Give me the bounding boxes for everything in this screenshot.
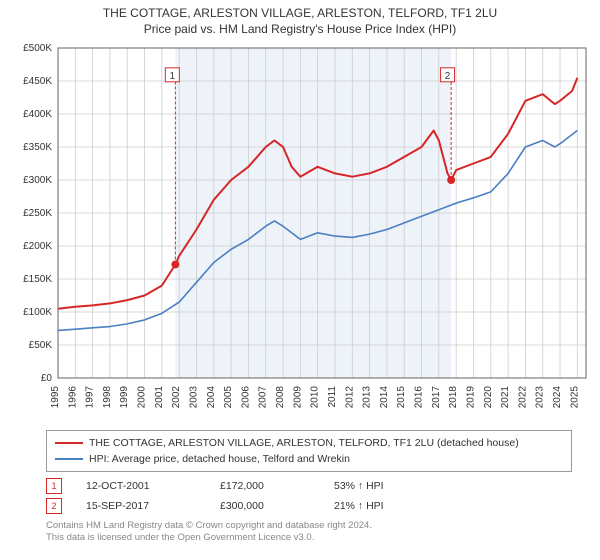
footer-line-1: Contains HM Land Registry data © Crown c…	[46, 520, 372, 532]
chart-area: £0 £50K £100K £150K £200K £250K £300K £350K £400…	[8, 44, 592, 424]
svg-text:1997: 1997	[85, 386, 96, 409]
svg-text:1996: 1996	[67, 386, 78, 409]
sale-marker-2: 2	[46, 498, 62, 514]
svg-text:2018: 2018	[448, 386, 459, 409]
svg-text:2015: 2015	[396, 386, 407, 409]
titles: THE COTTAGE, ARLESTON VILLAGE, ARLESTON,…	[0, 0, 600, 36]
svg-text:2011: 2011	[327, 386, 338, 408]
svg-text:2025: 2025	[569, 386, 580, 409]
title-sub: Price paid vs. HM Land Registry's House …	[0, 22, 600, 36]
svg-text:2010: 2010	[310, 386, 321, 409]
svg-text:2012: 2012	[344, 386, 355, 409]
svg-text:2016: 2016	[414, 386, 425, 409]
sale-point-row-2: 2 15-SEP-2017 £300,000 21% ↑ HPI	[46, 496, 424, 516]
svg-text:£400K: £400K	[23, 109, 52, 120]
svg-text:2006: 2006	[240, 386, 251, 409]
legend-row-cottage: THE COTTAGE, ARLESTON VILLAGE, ARLESTON,…	[55, 435, 563, 451]
legend-row-hpi: HPI: Average price, detached house, Telf…	[55, 451, 563, 467]
svg-text:2017: 2017	[431, 386, 442, 409]
svg-text:£0: £0	[41, 373, 53, 384]
footer-line-2: This data is licensed under the Open Gov…	[46, 532, 372, 544]
svg-text:2: 2	[445, 71, 451, 82]
footer: Contains HM Land Registry data © Crown c…	[46, 520, 372, 545]
legend-label-hpi: HPI: Average price, detached house, Telf…	[89, 453, 350, 465]
svg-text:£50K: £50K	[29, 340, 53, 351]
svg-text:2013: 2013	[362, 386, 373, 409]
svg-text:2004: 2004	[206, 386, 217, 409]
svg-text:2022: 2022	[517, 386, 528, 409]
chart-svg: £0 £50K £100K £150K £200K £250K £300K £350K £400…	[8, 44, 592, 424]
sale-marker-2-num: 2	[51, 501, 56, 511]
sale-point-row-1: 1 12-OCT-2001 £172,000 53% ↑ HPI	[46, 476, 424, 496]
svg-text:2019: 2019	[465, 386, 476, 409]
svg-text:2023: 2023	[535, 386, 546, 409]
svg-text:£250K: £250K	[23, 208, 52, 219]
sale-date-1: 12-OCT-2001	[86, 480, 196, 492]
svg-text:1995: 1995	[50, 386, 61, 409]
svg-text:£150K: £150K	[23, 274, 52, 285]
svg-text:2014: 2014	[379, 386, 390, 409]
legend: THE COTTAGE, ARLESTON VILLAGE, ARLESTON,…	[46, 430, 572, 472]
svg-text:2020: 2020	[483, 386, 494, 409]
sale-points-table: 1 12-OCT-2001 £172,000 53% ↑ HPI 2 15-SE…	[46, 476, 424, 516]
svg-text:2001: 2001	[154, 386, 165, 409]
legend-swatch-cottage	[55, 442, 83, 444]
sale-date-2: 15-SEP-2017	[86, 500, 196, 512]
svg-text:£450K: £450K	[23, 76, 52, 87]
svg-text:£300K: £300K	[23, 175, 52, 186]
svg-text:£100K: £100K	[23, 307, 52, 318]
svg-text:£200K: £200K	[23, 241, 52, 252]
chart-container: THE COTTAGE, ARLESTON VILLAGE, ARLESTON,…	[0, 0, 600, 560]
svg-text:£500K: £500K	[23, 44, 52, 54]
svg-text:£350K: £350K	[23, 142, 52, 153]
sale-marker-1-num: 1	[51, 481, 56, 491]
sale-rel-1: 53% ↑ HPI	[334, 480, 424, 492]
title-main: THE COTTAGE, ARLESTON VILLAGE, ARLESTON,…	[0, 6, 600, 20]
legend-swatch-hpi	[55, 458, 83, 460]
svg-text:2021: 2021	[500, 386, 511, 409]
svg-text:2002: 2002	[171, 386, 182, 409]
svg-text:2024: 2024	[552, 386, 563, 409]
svg-text:2003: 2003	[188, 386, 199, 409]
sale-rel-2: 21% ↑ HPI	[334, 500, 424, 512]
svg-text:2000: 2000	[137, 386, 148, 409]
legend-label-cottage: THE COTTAGE, ARLESTON VILLAGE, ARLESTON,…	[89, 437, 519, 449]
svg-text:1998: 1998	[102, 386, 113, 409]
svg-text:1999: 1999	[119, 386, 130, 409]
svg-text:1: 1	[170, 71, 176, 82]
sale-price-2: £300,000	[220, 500, 310, 512]
svg-text:2008: 2008	[275, 386, 286, 409]
svg-text:2007: 2007	[258, 386, 269, 409]
svg-text:2005: 2005	[223, 386, 234, 409]
sale-price-1: £172,000	[220, 480, 310, 492]
svg-text:2009: 2009	[292, 386, 303, 409]
sale-marker-1: 1	[46, 478, 62, 494]
